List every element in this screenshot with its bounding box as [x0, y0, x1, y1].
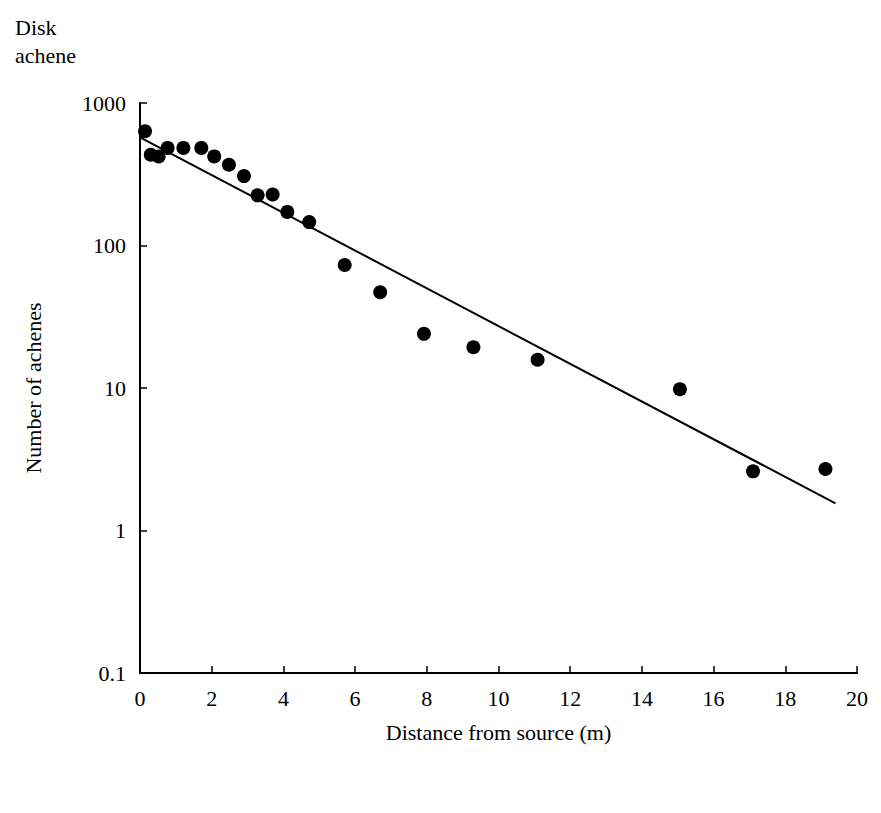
svg-text:Number of achenes: Number of achenes — [21, 302, 46, 473]
svg-text:10: 10 — [488, 686, 510, 711]
svg-text:1: 1 — [115, 518, 126, 543]
svg-text:2: 2 — [206, 686, 217, 711]
svg-text:20: 20 — [846, 686, 868, 711]
svg-text:4: 4 — [278, 686, 289, 711]
svg-text:achene: achene — [15, 43, 76, 68]
svg-text:100: 100 — [93, 233, 126, 258]
svg-text:Distance from source (m): Distance from source (m) — [386, 720, 611, 745]
svg-text:0: 0 — [135, 686, 146, 711]
svg-text:10: 10 — [104, 376, 126, 401]
svg-text:18: 18 — [774, 686, 796, 711]
svg-text:1000: 1000 — [82, 91, 126, 116]
svg-text:0.1: 0.1 — [99, 661, 127, 686]
svg-text:8: 8 — [421, 686, 432, 711]
svg-text:6: 6 — [350, 686, 361, 711]
svg-text:Disk: Disk — [15, 15, 57, 40]
svg-text:12: 12 — [559, 686, 581, 711]
svg-text:14: 14 — [631, 686, 653, 711]
svg-text:16: 16 — [703, 686, 725, 711]
